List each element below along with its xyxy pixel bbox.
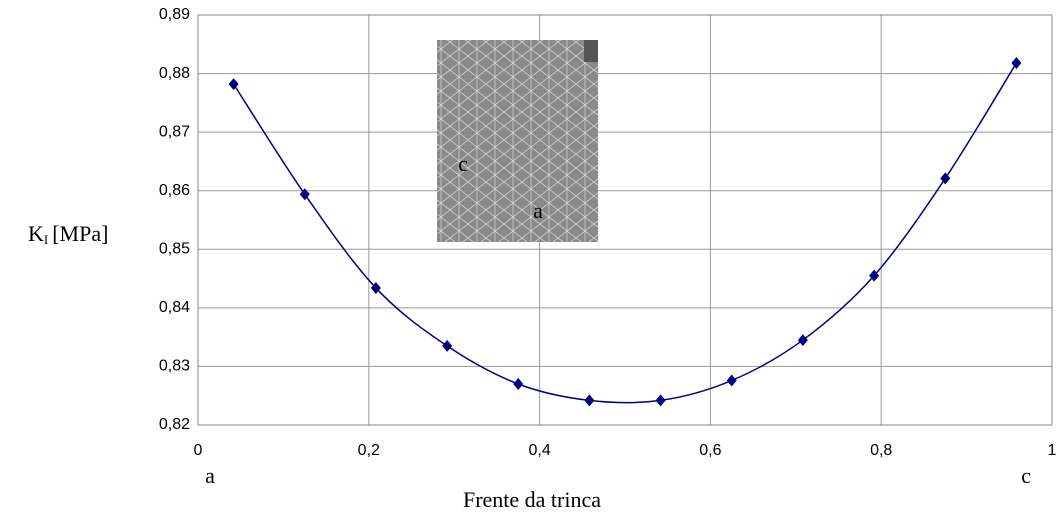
x-tick-label: 0 — [194, 442, 203, 459]
inset-label: a — [533, 198, 543, 223]
y-tick-label: 0,82 — [159, 416, 190, 433]
y-tick-label: 0,88 — [159, 65, 190, 82]
inset-block — [584, 40, 598, 62]
line — [234, 63, 1017, 403]
x-end-label: a — [205, 463, 215, 488]
x-tick-label: 0,4 — [528, 442, 550, 459]
x-end-label: c — [1021, 463, 1031, 488]
x-axis-label: Frente da trinca — [463, 487, 601, 512]
y-tick-label: 0,84 — [159, 299, 190, 316]
y-label-sub: I — [44, 232, 48, 247]
x-tick-label: 0,2 — [358, 442, 380, 459]
marker — [727, 374, 737, 386]
x-tick-label: 0,6 — [699, 442, 721, 459]
marker — [1011, 57, 1021, 69]
marker — [584, 394, 594, 406]
inset-image: c a — [437, 40, 598, 242]
y-tick-label: 0,83 — [159, 358, 190, 375]
marker — [798, 334, 808, 346]
marker — [442, 340, 452, 352]
plot-border — [198, 15, 1052, 425]
inset-mesh — [437, 40, 598, 242]
x-tick-label: 1 — [1048, 442, 1057, 459]
marker — [656, 394, 666, 406]
y-axis-label: KI [MPa] — [28, 221, 108, 247]
y-tick-label: 0,87 — [159, 123, 190, 140]
chart: KI [MPa] Frente da trinca a c c a 0,82 0,8… — [0, 0, 1058, 516]
y-label-main: K — [28, 221, 44, 246]
inset-label: c — [458, 151, 468, 176]
y-label-unit: [MPa] — [52, 221, 108, 246]
marker — [513, 378, 523, 390]
x-tick-label: 0,8 — [870, 442, 892, 459]
y-tick-label: 0,89 — [159, 6, 190, 23]
y-tick-label: 0,86 — [159, 182, 190, 199]
y-tick-label: 0,85 — [159, 241, 190, 258]
